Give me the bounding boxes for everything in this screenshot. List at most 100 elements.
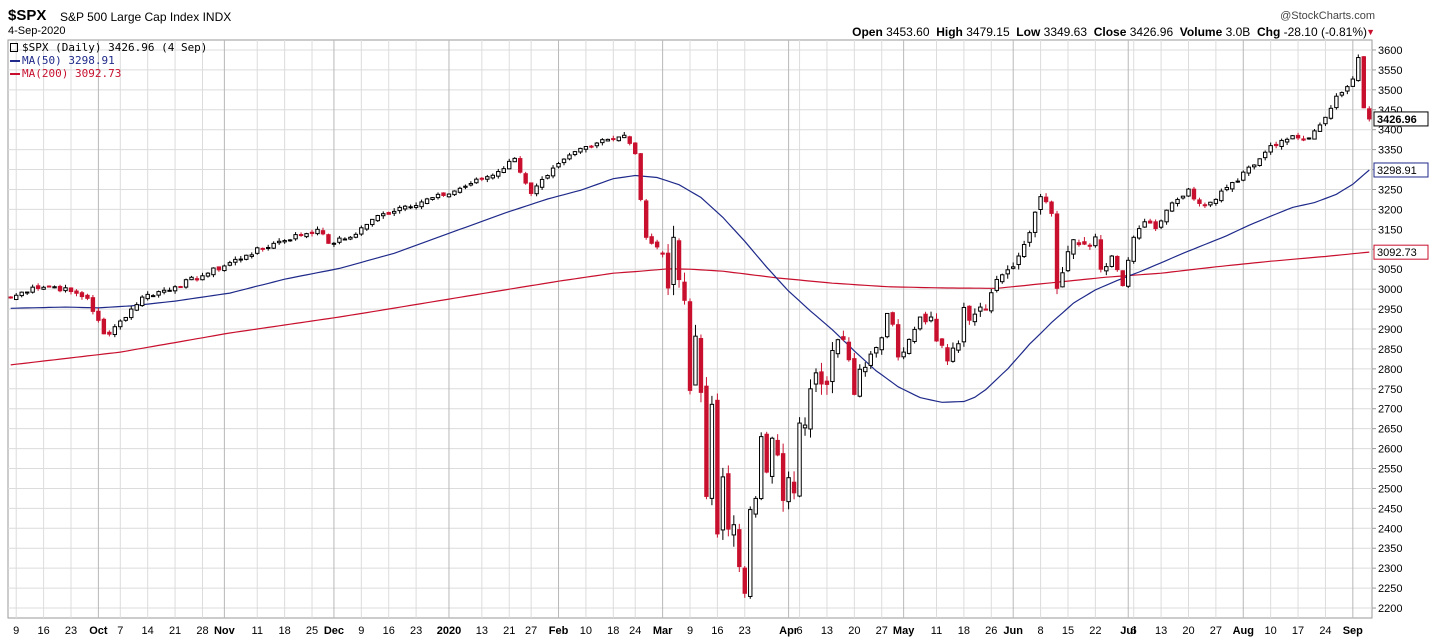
candle-body bbox=[79, 292, 85, 298]
copyright: @StockCharts.com bbox=[1280, 10, 1375, 22]
chart-date: 4-Sep-2020 bbox=[8, 25, 66, 37]
candle-body bbox=[1279, 139, 1284, 147]
candle-body bbox=[96, 310, 101, 321]
candle-body bbox=[759, 436, 764, 500]
candle-body bbox=[14, 294, 19, 300]
x-tick-label: 18 bbox=[279, 625, 291, 637]
candle-body bbox=[496, 171, 501, 177]
candle-body bbox=[775, 439, 780, 456]
high-label: High bbox=[936, 25, 963, 39]
candle-body bbox=[1054, 213, 1060, 289]
x-tick-label: 13 bbox=[821, 625, 833, 637]
y-tick-label: 2700 bbox=[1378, 404, 1402, 416]
candle-body bbox=[348, 236, 353, 240]
candle-body bbox=[446, 193, 452, 198]
down-arrow-icon: ▼ bbox=[1366, 27, 1375, 37]
candle-body bbox=[287, 239, 293, 242]
candle-body bbox=[852, 358, 857, 395]
x-tick-label: Apr bbox=[779, 625, 799, 637]
candle-body bbox=[748, 509, 753, 597]
candle-body bbox=[808, 388, 813, 430]
x-tick-label: 21 bbox=[503, 625, 515, 637]
x-tick-label: 13 bbox=[476, 625, 488, 637]
candle-body bbox=[556, 163, 561, 168]
last-price-box bbox=[1373, 111, 1429, 127]
ma50-swatch-icon bbox=[10, 59, 20, 62]
candle-body bbox=[780, 453, 786, 501]
candle-body bbox=[550, 167, 556, 177]
candle-body bbox=[611, 138, 616, 141]
candle-body bbox=[863, 366, 868, 373]
candle-body bbox=[1213, 198, 1219, 204]
candle-body bbox=[978, 306, 983, 312]
candle-body bbox=[1093, 236, 1098, 247]
candle-body bbox=[8, 296, 13, 299]
ohlc-stats: Open 3453.60 High 3479.15 Low 3349.63 Cl… bbox=[852, 25, 1367, 39]
candle-body bbox=[693, 335, 698, 386]
candle-body bbox=[545, 175, 550, 179]
exchange-label: INDX bbox=[202, 10, 232, 24]
candle-body bbox=[682, 281, 687, 301]
candle-body bbox=[266, 246, 271, 249]
candle-body bbox=[1197, 199, 1202, 204]
candle-body bbox=[1268, 145, 1273, 153]
change-label: Chg bbox=[1256, 25, 1281, 39]
candle-body bbox=[895, 324, 901, 358]
candle-body bbox=[676, 240, 682, 281]
candle-body bbox=[381, 213, 386, 217]
y-tick-label: 2800 bbox=[1378, 364, 1402, 376]
candle-body bbox=[917, 316, 923, 330]
y-tick-label: 3200 bbox=[1378, 204, 1402, 216]
candle-body bbox=[802, 424, 808, 429]
candle-body bbox=[1104, 266, 1109, 272]
candle-body bbox=[1180, 195, 1186, 199]
candle-body bbox=[846, 341, 852, 361]
y-tick-label: 2200 bbox=[1378, 603, 1402, 615]
candle-body bbox=[1334, 95, 1339, 109]
x-tick-label: 7 bbox=[117, 625, 123, 637]
candle-body bbox=[331, 242, 337, 245]
candle-body bbox=[282, 240, 287, 243]
candle-body bbox=[63, 287, 68, 292]
candle-body bbox=[720, 476, 726, 531]
candle-body bbox=[879, 337, 884, 351]
candle-body bbox=[523, 173, 528, 184]
candle-body bbox=[485, 176, 490, 180]
candle-body bbox=[1367, 108, 1372, 120]
y-tick-label: 3250 bbox=[1378, 184, 1402, 196]
candle-body bbox=[1109, 255, 1114, 267]
candle-body bbox=[1010, 266, 1016, 269]
ma50-line bbox=[10, 169, 1370, 403]
x-tick-label: Jul bbox=[1120, 625, 1136, 637]
candle-body bbox=[189, 276, 194, 281]
candle-body bbox=[507, 160, 512, 170]
candle-body bbox=[276, 240, 282, 244]
x-tick-label: May bbox=[893, 625, 915, 637]
candle-body bbox=[1241, 171, 1246, 181]
x-tick-label: 21 bbox=[169, 625, 181, 637]
candle-body bbox=[1257, 158, 1262, 166]
candle-body bbox=[764, 433, 769, 473]
candle-body bbox=[183, 279, 189, 288]
candle-body bbox=[1032, 211, 1038, 233]
candle-body bbox=[638, 153, 643, 200]
y-tick-label: 3000 bbox=[1378, 284, 1402, 296]
candle-body bbox=[452, 190, 457, 196]
y-tick-label: 2900 bbox=[1378, 324, 1402, 336]
candle-body bbox=[934, 318, 939, 342]
candle-body bbox=[150, 295, 156, 298]
candle-body bbox=[145, 293, 150, 300]
candle-body bbox=[841, 336, 846, 340]
candle-body bbox=[24, 291, 30, 294]
candle-body bbox=[1126, 259, 1131, 287]
x-tick-label: 9 bbox=[13, 625, 19, 637]
candle-body bbox=[107, 331, 112, 335]
candle-body bbox=[956, 343, 961, 351]
y-tick-label: 2500 bbox=[1378, 483, 1402, 495]
candle-body bbox=[1350, 78, 1356, 87]
candle-body bbox=[227, 262, 233, 266]
x-tick-label: 17 bbox=[1292, 625, 1304, 637]
legend-ma50: MA(50) 3298.91 bbox=[10, 54, 207, 67]
x-tick-label: 23 bbox=[410, 625, 422, 637]
candle-body bbox=[315, 228, 320, 235]
